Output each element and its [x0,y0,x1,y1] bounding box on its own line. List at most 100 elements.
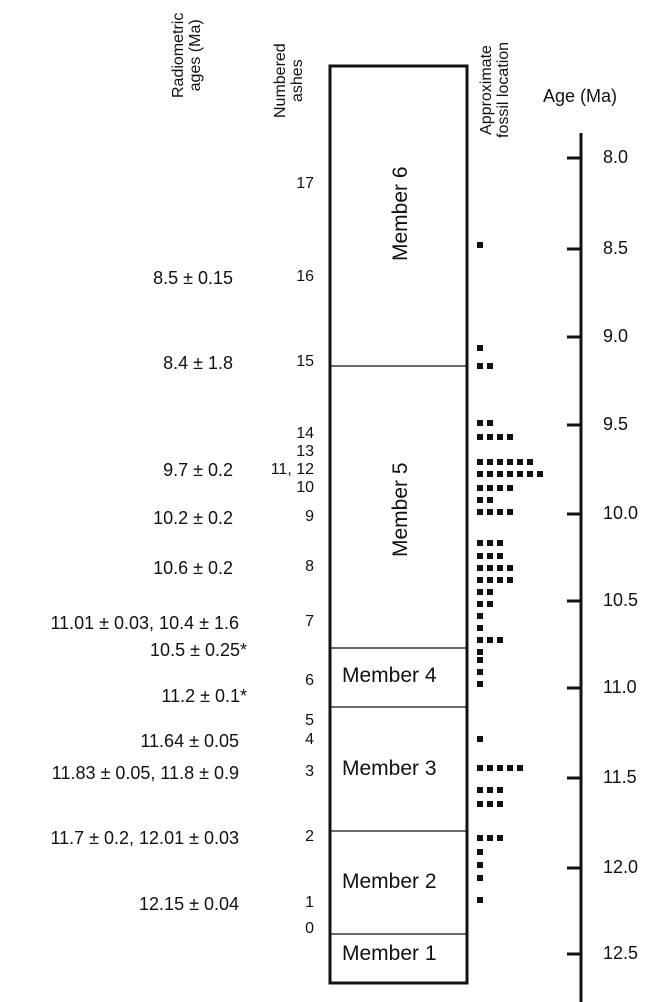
age-tick-label: 8.0 [603,147,629,167]
fossil-dot [487,509,493,515]
ash-number: 11, 12 [270,461,314,478]
fossil-dot [497,765,503,771]
fossil-dot [527,471,533,477]
radiometric-age: 10.5 ± 0.25* [150,640,247,660]
fossil-dot [487,485,493,491]
age-tick-label: 12.5 [603,943,639,963]
fossil-dot [507,485,513,491]
fossil-dot [477,669,483,675]
fossil-dot [477,420,483,426]
fossil-dot [487,363,493,369]
fossil-dot [487,459,493,465]
fossil-dot [477,363,483,369]
radiometric-age: 8.4 ± 1.8 [163,353,233,373]
member-5-label: Member 5 [389,462,412,557]
radiometric-age: 12.15 ± 0.04 [139,894,239,914]
fossil-dot [487,589,493,595]
fossil-dot [477,242,483,248]
fossil-dot [477,835,483,841]
fossil-dot [477,849,483,855]
fossil-dot [507,471,513,477]
ash-number: 2 [305,828,314,845]
fossil-dot [477,497,483,503]
fossil-dot [507,565,513,571]
fossil-dot [517,765,523,771]
member-3-label: Member 3 [342,757,437,780]
ash-number: 17 [296,175,314,192]
fossil-dot [477,875,483,881]
fossil-dot [497,553,503,559]
fossil-dot [507,434,513,440]
fossil-dot [487,835,493,841]
fossil-dot [477,601,483,607]
ash-number: 1 [305,894,314,911]
fossil-dot [507,459,513,465]
member-2-label: Member 2 [342,870,437,893]
fossil-dot [477,345,483,351]
member-6-label: Member 6 [389,166,412,261]
ash-number: 13 [296,443,314,460]
ash-number: 3 [305,763,314,780]
fossil-dot [487,577,493,583]
fossil-dot [477,736,483,742]
fossil-dot [497,835,503,841]
age-tick-label: 12.0 [603,857,639,877]
fossil-dot [487,565,493,571]
ash-number: 14 [296,425,314,442]
fossil-dot [537,471,543,477]
ash-number: 0 [305,920,314,937]
fossil-dot [487,787,493,793]
radiometric-age: 10.6 ± 0.2 [153,558,233,578]
fossil-dot [497,485,503,491]
fossil-dot [477,434,483,440]
fossil-dot [477,589,483,595]
fossil-dot [477,862,483,868]
radiometric-age: 11.64 ± 0.05 [140,731,239,751]
ash-number: 9 [305,508,314,525]
age-tick-label: 10.0 [603,503,639,523]
ash-number: 6 [305,672,314,689]
fossil-dot [477,787,483,793]
radiometric-age: 9.7 ± 0.2 [163,460,233,480]
fossil-dot [477,613,483,619]
radiometric-age: 8.5 ± 0.15 [153,268,233,288]
fossil-dot [497,471,503,477]
fossil-dot [497,787,503,793]
fossil-dot [477,649,483,655]
fossil-dot [497,509,503,515]
fossil-dot [487,553,493,559]
fossil-dot [487,601,493,607]
fossil-dot [477,485,483,491]
radiometric-age: 11.83 ± 0.05, 11.8 ± 0.9 [51,763,239,783]
fossil-dot [477,540,483,546]
ash-number: 4 [305,731,314,748]
fossil-dot [487,434,493,440]
fossil-dot [507,577,513,583]
fossil-dot [487,420,493,426]
fossil-dot [487,801,493,807]
age-axis-header: Age (Ma) [543,86,618,106]
fossil-dot [477,637,483,643]
fossil-dot [477,801,483,807]
fossil-dot [477,565,483,571]
fossil-dot [477,657,483,663]
fossil-dot [497,565,503,571]
ash-number: 10 [296,479,314,496]
fossil-dot [497,459,503,465]
fossil-dot [487,497,493,503]
fossil-dot [497,577,503,583]
age-tick-label: 11.0 [603,677,637,697]
fossil-dot [477,509,483,515]
ash-number: 16 [296,268,314,285]
radiometric-age: 11.7 ± 0.2, 12.01 ± 0.03 [50,828,239,848]
fossil-dot [487,637,493,643]
fossil-dot [517,459,523,465]
fossil-dot [477,553,483,559]
age-tick-label: 11.5 [603,767,637,787]
fossil-dot [487,765,493,771]
ash-number: 5 [305,712,314,729]
fossil-dot [487,540,493,546]
fossil-dot [477,577,483,583]
fossil-dot [507,765,513,771]
fossil-dot [497,540,503,546]
